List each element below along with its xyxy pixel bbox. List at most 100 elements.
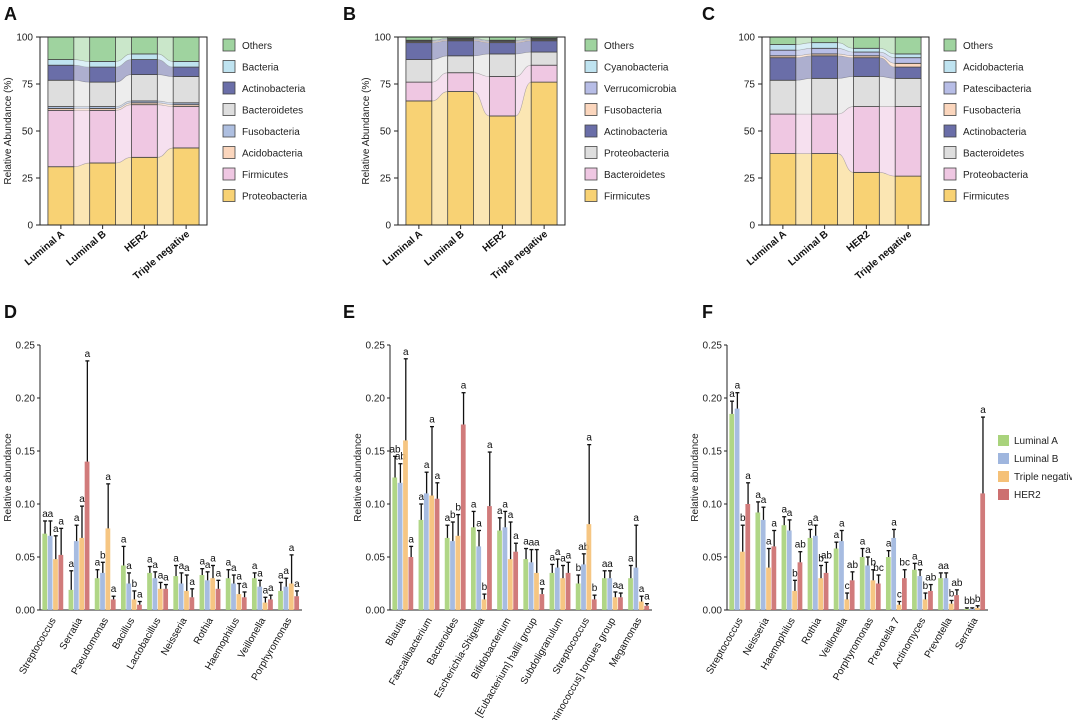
bar-luminal-a (120, 565, 126, 610)
y-tick-label: 0 (385, 221, 391, 232)
significance-label: ab (578, 542, 590, 553)
bar-luminal-a (885, 557, 891, 610)
bar-luminal-a (601, 578, 607, 610)
flow-fusobacteria (73, 106, 90, 109)
x-tick-label: Bacillus (111, 616, 138, 651)
stack-segment-actinobacteria (853, 57, 880, 77)
bar-her2 (163, 588, 169, 610)
legend-entry: Others (963, 41, 993, 52)
significance-label: a (403, 347, 409, 358)
legend-swatch (998, 471, 1009, 482)
bar-luminal-b (152, 578, 158, 610)
legend-swatch (584, 189, 598, 202)
legend-entry: Cyanobacteria (604, 63, 669, 74)
stack-segment-bacteroidetes (131, 74, 158, 102)
flow-proteobacteria (473, 53, 490, 77)
stack-segment-firmicutes (530, 81, 558, 226)
legend-entry: Patescibacteria (963, 84, 1032, 95)
flow-proteobacteria (157, 147, 174, 225)
legend-swatch (998, 435, 1009, 446)
flow-proteobacteria (837, 106, 854, 173)
bar-luminal-b (204, 580, 210, 610)
flow-others (431, 37, 448, 41)
significance-label: a (68, 559, 74, 570)
bar-luminal-b (231, 583, 236, 610)
y-axis-label: Relative abundance (3, 433, 14, 522)
significance-label: a (539, 577, 545, 588)
y-tick-label: 0.25 (703, 341, 723, 352)
bar-her2 (294, 596, 300, 610)
flow-others (473, 37, 490, 41)
stack-segment-firmicutes (894, 175, 922, 226)
significance-label: a (283, 566, 289, 577)
y-tick-label: 75 (380, 80, 392, 91)
flow-bacteroidetes (837, 76, 854, 115)
legend-entry: Fusobacteria (963, 106, 1021, 117)
y-tick-label: 25 (22, 174, 34, 185)
bar-triple-negative (612, 597, 618, 610)
significance-label: a (242, 580, 248, 591)
x-tick-label: Rothia (800, 616, 824, 647)
y-tick-label: 100 (16, 33, 33, 44)
bar-her2 (618, 597, 623, 610)
bar-luminal-a (964, 608, 969, 610)
flow-actinobacteria (879, 57, 896, 79)
y-tick-label: 0.15 (16, 447, 36, 458)
legend-swatch (222, 38, 236, 52)
significance-label: b (969, 596, 975, 607)
significance-label: a (808, 517, 814, 528)
stack-segment-actinobacteria (811, 55, 838, 79)
legend-entry: Proteobacteria (604, 149, 669, 160)
significance-label: a (497, 506, 503, 517)
significance-label: a (508, 510, 514, 521)
flow-others (837, 37, 854, 49)
y-tick-label: 0.15 (366, 447, 386, 458)
y-tick-label: 75 (22, 80, 34, 91)
stack-segment-acidobacteria (769, 44, 797, 51)
legend-swatch (998, 453, 1009, 464)
y-tick-label: 0.15 (703, 447, 723, 458)
significance-label: a (294, 579, 300, 590)
significance-label: a (529, 538, 535, 549)
stack-segment-acidobacteria (853, 47, 880, 53)
significance-label: a (639, 584, 645, 595)
bar-luminal-a (755, 512, 761, 610)
flow-fusobacteria (515, 39, 532, 43)
flow-actinobacteria (515, 40, 532, 54)
bar-her2 (539, 594, 545, 610)
flow-others (115, 37, 132, 62)
bar-triple-negative (844, 599, 850, 610)
flow-firmicutes (431, 91, 448, 226)
flow-patescibacteria (879, 52, 896, 64)
stack-segment-actinobacteria (131, 59, 158, 76)
stack-segment-proteobacteria (530, 51, 558, 66)
bar-luminal-a (575, 583, 581, 610)
significance-label: a (560, 553, 566, 564)
bar-luminal-a (173, 576, 179, 610)
stack-segment-actinobacteria (89, 66, 116, 83)
stack-segment-others (769, 36, 797, 45)
legend-entry: Others (242, 41, 272, 52)
y-tick-label: 0.05 (703, 553, 723, 564)
flow-bacteria (115, 53, 132, 68)
bar-luminal-b (423, 493, 429, 610)
significance-label: b (100, 550, 106, 561)
stack-segment-others (811, 36, 838, 44)
significance-label: a (549, 552, 555, 563)
y-axis-label: Relative Abundance (%) (3, 77, 14, 184)
stack-segment-actinobacteria (47, 64, 75, 81)
bar-triple-negative (105, 528, 111, 610)
significance-label: a (628, 553, 634, 564)
significance-label: a (173, 553, 179, 564)
flow-acidobacteria (879, 48, 896, 58)
significance-label: a (618, 581, 624, 592)
bar-luminal-b (257, 586, 263, 610)
bar-triple-negative (455, 535, 461, 610)
significance-label: a (268, 583, 274, 594)
significance-label: b (923, 581, 929, 592)
significance-label: a (886, 539, 892, 550)
bar-triple-negative (586, 524, 592, 610)
significance-label: a (766, 537, 772, 548)
bar-luminal-b (812, 535, 818, 610)
panel-label: E (343, 302, 355, 322)
